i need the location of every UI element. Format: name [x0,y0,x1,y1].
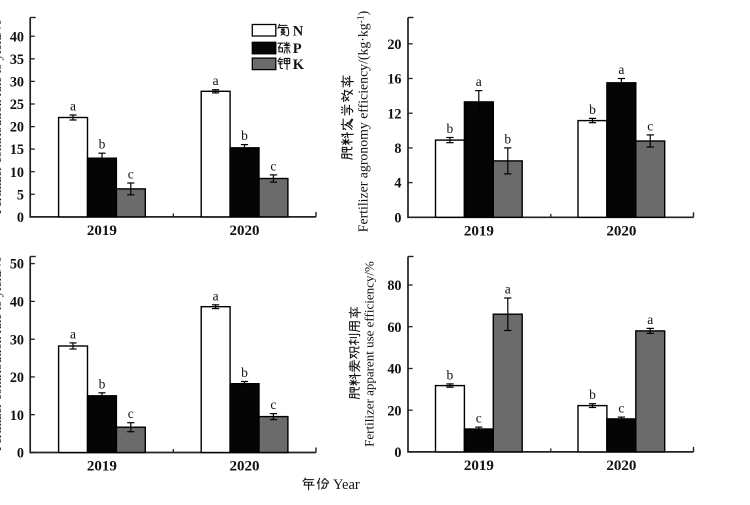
svg-text:Fertilizer contribution rate t: Fertilizer contribution rate to yield/% [0,257,4,451]
svg-text:K: K [293,57,305,73]
svg-text:8: 8 [394,141,401,157]
svg-text:a: a [213,73,219,88]
svg-text:Year: Year [333,477,360,493]
svg-text:2020: 2020 [230,459,260,475]
svg-text:10: 10 [10,408,24,424]
svg-text:0: 0 [17,446,24,462]
svg-text:Fertilizer contribution rate t: Fertilizer contribution rate to yield/% [0,20,4,214]
svg-text:b: b [99,376,106,391]
svg-text:a: a [476,74,482,89]
svg-text:b: b [504,131,511,146]
svg-text:20: 20 [10,120,24,136]
svg-text:a: a [70,99,76,114]
svg-text:c: c [618,401,624,416]
svg-text:30: 30 [10,75,24,91]
svg-text:4: 4 [394,176,401,192]
svg-text:25: 25 [10,97,24,113]
svg-text:a: a [505,282,511,297]
svg-text:b: b [241,128,248,143]
svg-text:2020: 2020 [606,223,636,239]
svg-text:N: N [293,23,304,39]
svg-text:c: c [476,411,482,426]
svg-text:b: b [447,121,454,136]
svg-text:30: 30 [10,332,24,348]
svg-text:a: a [647,312,653,327]
svg-text:c: c [647,118,653,133]
svg-text:0: 0 [17,210,24,226]
svg-text:0: 0 [394,210,401,226]
svg-text:80: 80 [387,278,401,294]
svg-text:0: 0 [394,445,401,461]
svg-text:b: b [589,102,596,117]
svg-text:b: b [99,137,106,152]
svg-text:a: a [618,62,624,77]
svg-text:10: 10 [10,165,24,181]
svg-text:5: 5 [17,187,24,203]
svg-text:2019: 2019 [464,223,494,239]
svg-text:2020: 2020 [230,223,260,239]
svg-text:16: 16 [387,72,401,88]
svg-text:c: c [270,397,276,412]
svg-text:b: b [241,365,248,380]
svg-text:15: 15 [10,142,24,158]
svg-text:20: 20 [387,37,401,53]
svg-text:P: P [293,41,302,57]
svg-text:50: 50 [10,257,24,273]
svg-text:2019: 2019 [464,458,494,474]
svg-text:2019: 2019 [87,459,117,475]
svg-text:a: a [70,326,76,341]
svg-text:20: 20 [10,370,24,386]
svg-text:c: c [128,167,134,182]
svg-text:b: b [589,387,596,402]
svg-text:b: b [447,367,454,382]
svg-text:40: 40 [387,362,401,378]
svg-text:c: c [128,406,134,421]
svg-text:40: 40 [10,295,24,311]
svg-text:12: 12 [387,106,401,122]
svg-text:35: 35 [10,52,24,68]
svg-text:Fertilizer apparent use effici: Fertilizer apparent use efficiency/% [362,261,377,447]
svg-text:c: c [270,158,276,173]
svg-text:2020: 2020 [606,458,636,474]
svg-text:20: 20 [387,403,401,419]
svg-text:40: 40 [10,29,24,45]
svg-text:2019: 2019 [87,223,117,239]
svg-text:60: 60 [387,320,401,336]
svg-text:Fertilizer agronomy efficiency: Fertilizer agronomy efficiency/(kg·kg-1) [356,11,372,232]
svg-text:a: a [213,288,219,303]
